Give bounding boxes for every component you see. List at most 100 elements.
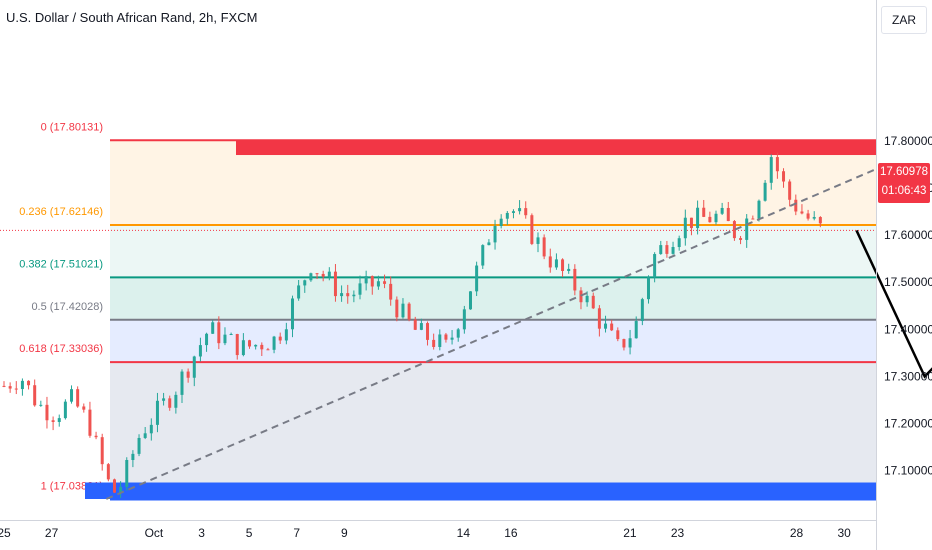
x-tick-label: 16: [504, 526, 518, 540]
candle-body: [205, 333, 209, 346]
last-price-value: 17.60978: [880, 166, 928, 178]
candle-body: [610, 323, 614, 331]
candle-body: [475, 265, 479, 292]
x-tick-label: 14: [457, 526, 471, 540]
x-tick-label: 25: [0, 526, 11, 540]
candle-body: [63, 401, 67, 419]
last-price-badge: 17.60978 01:06:43: [878, 163, 930, 203]
candle-body: [432, 339, 436, 347]
candle-body: [481, 245, 485, 266]
trendline: [105, 168, 877, 500]
candle-body: [677, 238, 681, 248]
candle-body: [524, 208, 528, 216]
x-tick-label: 23: [671, 526, 685, 540]
time-scale-border: [0, 520, 876, 521]
candle-body: [272, 336, 276, 350]
candle-body: [33, 385, 37, 406]
candle-body: [456, 329, 460, 338]
candle-body: [254, 344, 258, 347]
candles: [2, 152, 822, 499]
candle-body: [2, 385, 6, 387]
candle-body: [333, 271, 337, 297]
candle-body: [131, 453, 135, 461]
candle-body: [155, 400, 159, 425]
fib-label-3: 0.5 (17.42028): [31, 301, 103, 313]
candle-body: [646, 277, 650, 300]
candle-body: [235, 334, 239, 356]
bar-countdown: 01:06:43: [881, 185, 927, 197]
candle-body: [561, 259, 565, 272]
candle-body: [346, 293, 350, 297]
candle-body: [763, 182, 767, 201]
candle-body: [76, 389, 80, 407]
fib-label-1: 0.236 (17.62146): [19, 206, 103, 218]
candle-body: [782, 171, 786, 182]
candle-body: [708, 216, 712, 223]
candle-body: [751, 218, 755, 220]
candle-body: [714, 213, 718, 223]
candle-body: [100, 437, 104, 465]
candle-body: [241, 340, 245, 356]
candle-body: [585, 295, 589, 303]
candle-body: [229, 334, 233, 336]
candle-body: [689, 217, 693, 229]
candle-body: [818, 217, 822, 224]
candle-body: [806, 213, 810, 219]
candle-body: [180, 371, 184, 395]
y-tick-label: 17.40000: [884, 322, 932, 336]
candle-body: [401, 303, 405, 318]
candle-body: [260, 344, 264, 350]
candle-body: [211, 322, 215, 334]
candle-body: [198, 345, 202, 357]
candle-body: [315, 273, 319, 275]
x-tick-label: 28: [790, 526, 804, 540]
resistance-zone: [236, 140, 876, 156]
candle-body: [573, 268, 577, 291]
candle-body: [426, 323, 430, 340]
candle-body: [389, 283, 393, 300]
candle-body: [364, 276, 368, 284]
candle-body: [628, 338, 632, 348]
candle-body: [634, 321, 638, 339]
candle-body: [20, 380, 24, 390]
candle-body: [542, 237, 546, 257]
candle-body: [82, 406, 86, 410]
candle-body: [413, 319, 417, 330]
candle-body: [217, 322, 221, 344]
candle-body: [653, 254, 657, 278]
y-tick-label: 17.30000: [884, 369, 932, 383]
y-tick-label: 17.80000: [884, 134, 932, 148]
candle-body: [352, 294, 356, 297]
candle-body: [358, 283, 362, 295]
candle-body: [696, 207, 700, 229]
candle-body: [376, 281, 380, 287]
candle-body: [665, 245, 669, 254]
chart-title: U.S. Dollar / South African Rand, 2h, FX…: [6, 10, 258, 25]
fib-label-2: 0.382 (17.51021): [19, 258, 103, 270]
price-scale-border: [876, 0, 877, 550]
candle-body: [702, 207, 706, 217]
x-tick-label: 27: [45, 526, 59, 540]
fib-zone-4: [110, 362, 876, 500]
candle-body: [162, 398, 166, 401]
x-tick-label: 9: [341, 526, 348, 540]
candle-body: [266, 349, 270, 351]
y-tick-label: 17.10000: [884, 464, 932, 478]
candle-body: [622, 339, 626, 348]
candle-body: [57, 418, 61, 422]
candle-body: [106, 464, 110, 480]
candle-body: [468, 291, 472, 310]
candle-body: [775, 157, 779, 172]
candle-body: [383, 281, 387, 284]
candle-body: [794, 199, 798, 212]
candle-body: [119, 486, 123, 493]
candle-body: [70, 389, 74, 402]
currency-selector[interactable]: ZAR: [881, 6, 927, 34]
candle-body: [757, 200, 761, 219]
y-tick-label: 17.20000: [884, 417, 932, 431]
candle-body: [720, 207, 724, 214]
y-tick-label: 17.50000: [884, 275, 932, 289]
candle-body: [340, 293, 344, 297]
candle-body: [88, 409, 92, 436]
